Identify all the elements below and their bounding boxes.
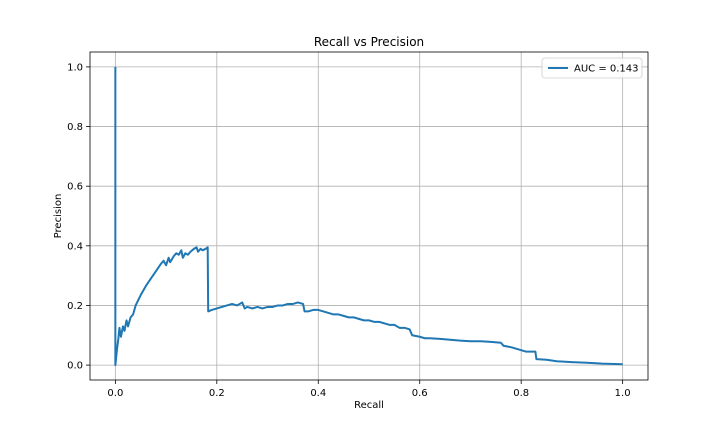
x-tick-label: 0.6 [412,388,428,399]
chart-title: Recall vs Precision [314,35,424,49]
y-tick-label: 1.0 [67,62,83,73]
plot-area [114,66,623,367]
x-tick-label: 0.0 [107,388,123,399]
x-tick-label: 1.0 [615,388,631,399]
y-tick-label: 0.0 [67,361,83,372]
y-tick-label: 0.8 [67,122,83,133]
x-tick-label: 0.4 [310,388,326,399]
legend-entry-label: AUC = 0.143 [574,64,639,75]
x-axis-label: Recall [354,400,384,411]
x-tick-label: 0.2 [209,388,225,399]
plot-frame [89,51,649,381]
x-tick-label: 0.8 [513,388,529,399]
series-line [114,66,623,367]
y-tick-label: 0.2 [67,301,83,312]
x-axis-ticks: 0.0 0.2 0.4 0.6 0.8 1.0 [107,380,631,399]
grid [90,52,648,380]
y-tick-label: 0.4 [67,241,83,252]
legend-box [541,57,643,79]
legend: AUC = 0.143 [541,57,643,79]
y-tick-label: 0.6 [67,182,83,193]
y-axis-ticks: 0.0 0.2 0.4 0.6 0.8 1.0 [67,62,90,372]
y-axis-label: Precision [53,194,64,239]
